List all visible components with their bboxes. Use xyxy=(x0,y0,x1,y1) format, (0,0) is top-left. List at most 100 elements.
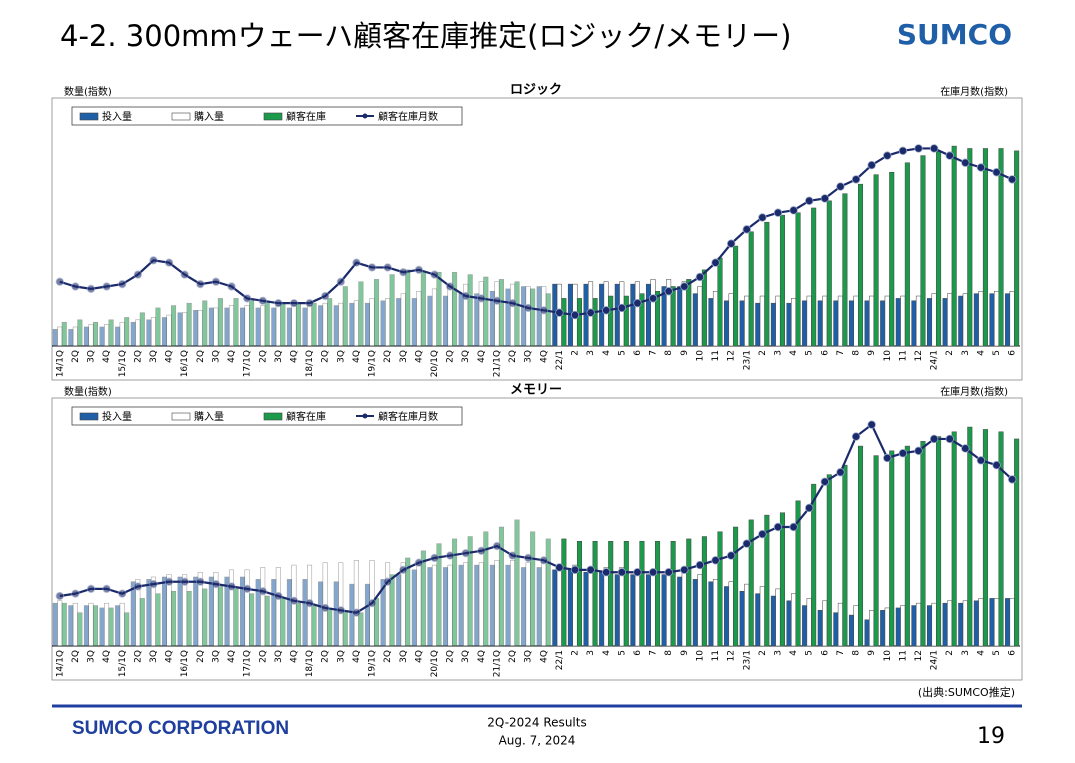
bar xyxy=(1009,291,1015,347)
bar xyxy=(505,288,511,347)
bar xyxy=(744,295,750,347)
bar xyxy=(177,312,183,347)
bar xyxy=(634,569,640,647)
bar xyxy=(400,562,406,647)
bar xyxy=(374,279,380,347)
bar xyxy=(728,293,734,347)
x-tick-label: 5 xyxy=(992,650,1002,656)
bar xyxy=(958,602,964,647)
bar xyxy=(833,300,839,347)
bar xyxy=(826,474,832,647)
x-tick-label: 11 xyxy=(711,650,721,661)
bar xyxy=(396,298,402,347)
line-marker xyxy=(633,298,642,308)
bar xyxy=(525,286,531,347)
bar xyxy=(99,326,105,347)
bar xyxy=(385,298,391,347)
bar xyxy=(130,581,136,647)
x-tick-label: 12 xyxy=(914,650,924,661)
x-tick-label: 23/1 xyxy=(742,650,752,670)
bar xyxy=(275,567,281,647)
bar xyxy=(973,293,979,347)
bar xyxy=(197,310,203,347)
bar xyxy=(608,541,614,647)
bar xyxy=(630,574,636,647)
x-tick-label: 3Q xyxy=(87,350,97,363)
bar xyxy=(583,571,589,647)
x-tick-label: 11 xyxy=(711,350,721,361)
bar xyxy=(202,300,208,347)
line-marker xyxy=(492,296,502,305)
bar xyxy=(233,298,239,347)
source-note: (出典:SUMCO推定) xyxy=(918,685,1015,699)
bar xyxy=(302,307,308,347)
x-tick-label: 7 xyxy=(649,350,659,356)
line-marker xyxy=(180,577,189,586)
bar xyxy=(244,305,250,347)
bar xyxy=(739,300,745,347)
bar xyxy=(755,593,761,647)
x-tick-label: 12 xyxy=(727,650,737,661)
line-marker xyxy=(258,587,267,596)
bar xyxy=(791,593,797,647)
legend-label: 顧客在庫 xyxy=(286,410,326,423)
bar xyxy=(193,310,199,347)
x-tick-label: 3Q xyxy=(274,650,284,663)
line-marker xyxy=(86,584,96,594)
bar xyxy=(541,562,547,647)
x-tick-label: 4Q xyxy=(352,350,362,363)
line-marker xyxy=(180,270,189,279)
line-marker xyxy=(742,539,751,548)
line-marker xyxy=(992,460,1001,470)
line-marker xyxy=(945,434,954,444)
x-tick-label: 2Q xyxy=(71,350,81,363)
bar xyxy=(692,579,698,647)
bar xyxy=(989,293,995,347)
line-marker xyxy=(289,596,299,605)
line-marker xyxy=(680,282,689,291)
line-marker xyxy=(399,268,408,277)
bar xyxy=(739,591,745,647)
line-marker xyxy=(664,287,673,296)
bar xyxy=(978,598,984,647)
bar xyxy=(249,593,255,647)
bar xyxy=(895,298,901,347)
x-tick-label: 3Q xyxy=(336,350,346,363)
bar xyxy=(634,281,640,347)
bar xyxy=(52,602,58,647)
bar xyxy=(208,307,214,347)
line-marker xyxy=(648,568,658,577)
line-marker xyxy=(321,291,330,301)
bar xyxy=(842,193,848,347)
bar xyxy=(791,298,797,347)
bar xyxy=(322,302,328,347)
bar xyxy=(244,569,250,647)
line-marker xyxy=(851,432,861,441)
x-tick-label: 4Q xyxy=(477,650,487,663)
bar xyxy=(380,300,386,347)
bar xyxy=(639,541,645,647)
bar xyxy=(177,576,183,647)
bar xyxy=(697,286,703,347)
bar xyxy=(759,586,765,647)
line-marker xyxy=(867,420,876,429)
x-tick-label: 11 xyxy=(898,650,908,661)
bar xyxy=(108,319,114,347)
bar xyxy=(396,574,402,647)
x-tick-label: 5 xyxy=(617,350,627,356)
bar xyxy=(311,605,317,647)
line-marker xyxy=(414,558,424,567)
x-tick-label: 2 xyxy=(945,650,955,656)
bar xyxy=(556,564,562,647)
bar xyxy=(286,307,292,347)
bar xyxy=(920,441,926,647)
bar xyxy=(389,274,395,347)
x-tick-label: 7 xyxy=(836,350,846,356)
x-tick-label: 2Q xyxy=(321,650,331,663)
y-axis-label: 数量(指数) xyxy=(64,85,112,98)
bar xyxy=(561,538,567,647)
x-tick-label: 6 xyxy=(633,350,643,356)
line-marker xyxy=(898,449,908,458)
bar xyxy=(670,286,676,347)
line-marker xyxy=(305,598,314,608)
